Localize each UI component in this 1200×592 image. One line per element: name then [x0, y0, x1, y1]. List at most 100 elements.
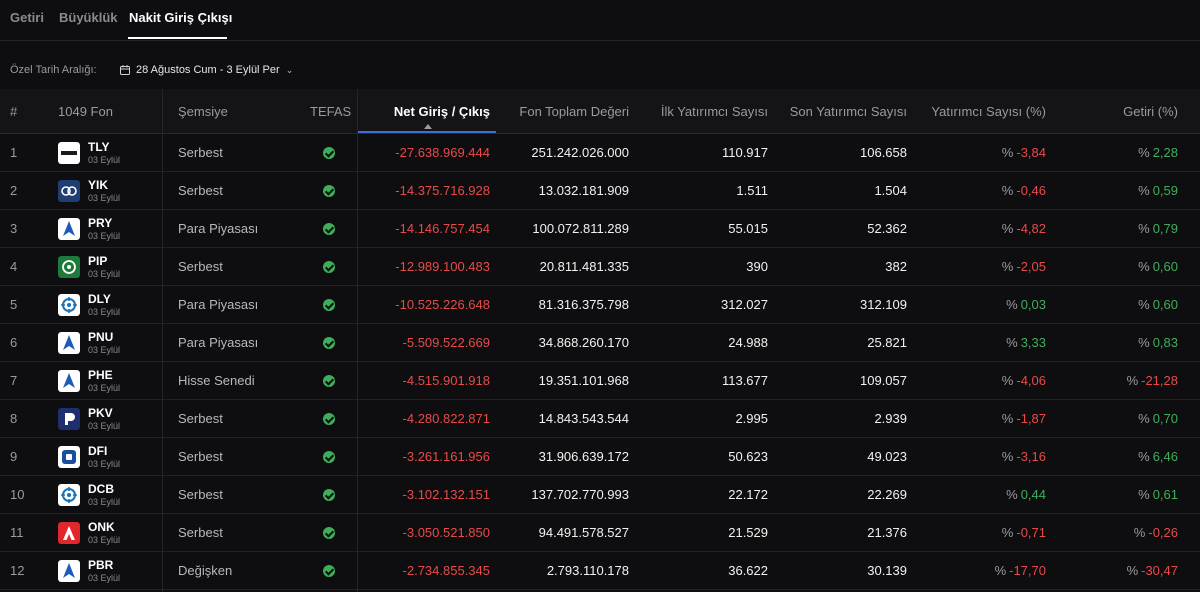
percent-symbol: %	[1138, 183, 1150, 198]
fund-code[interactable]: PIP	[88, 254, 108, 268]
table-row[interactable]: 4 PIP 03 Eylül Serbest -12.989.100.483 2…	[0, 248, 1200, 286]
last-investor-count: 1.504	[874, 183, 907, 198]
first-investor-count: 55.015	[728, 221, 768, 236]
header-last-investors[interactable]: Son Yatırımcı Sayısı	[789, 104, 907, 119]
last-investor-count: 49.023	[867, 449, 907, 464]
row-index: 4	[10, 259, 18, 274]
percent-symbol: %	[1006, 487, 1018, 502]
fund-code[interactable]: DLY	[88, 292, 111, 306]
net-flow-value: -4.515.901.918	[402, 373, 490, 388]
net-flow-value: -5.509.522.669	[402, 335, 490, 350]
investor-change-value: 0,44	[1020, 487, 1046, 502]
table-row[interactable]: 10 DCB 03 Eylül Serbest -3.102.132.151 1…	[0, 476, 1200, 514]
tefas-check-icon	[323, 299, 335, 311]
header-total-value[interactable]: Fon Toplam Değeri	[519, 104, 629, 119]
row-index: 11	[10, 525, 24, 540]
fund-umbrella: Serbest	[178, 411, 223, 426]
fund-logo-icon	[58, 408, 80, 430]
fund-code[interactable]: DFI	[88, 444, 108, 458]
last-investor-count: 2.939	[874, 411, 907, 426]
investor-change-pct: % -0,71	[1002, 514, 1046, 552]
fund-code[interactable]: PRY	[88, 216, 113, 230]
header-investor-change[interactable]: Yatırımcı Sayısı (%)	[931, 104, 1046, 119]
net-flow-value: -10.525.226.648	[395, 297, 490, 312]
first-investor-count: 22.172	[728, 487, 768, 502]
return-value: 0,61	[1152, 487, 1178, 502]
date-range-picker[interactable]: 28 Ağustos Cum - 3 Eylül Per ⌄	[120, 62, 293, 78]
header-index: #	[10, 104, 18, 119]
sort-caret-icon	[424, 124, 432, 129]
header-tefas[interactable]: TEFAS	[310, 104, 352, 119]
tefas-check-icon	[323, 565, 335, 577]
table-row[interactable]: 8 PKV 03 Eylül Serbest -4.280.822.871 14…	[0, 400, 1200, 438]
row-index: 8	[10, 411, 18, 426]
investor-change-pct: % -3,16	[1002, 438, 1046, 476]
percent-symbol: %	[1006, 335, 1018, 350]
fund-code[interactable]: ONK	[88, 520, 115, 534]
fund-date: 03 Eylül	[88, 193, 121, 203]
investor-change-value: -17,70	[1009, 563, 1046, 578]
fund-logo-icon	[58, 256, 80, 278]
table-body: 1 TLY 03 Eylül Serbest -27.638.969.444 2…	[0, 134, 1200, 590]
fund-umbrella: Hisse Senedi	[178, 373, 255, 388]
table-row[interactable]: 12 PBR 03 Eylül Değişken -2.734.855.345 …	[0, 552, 1200, 590]
header-net-flow[interactable]: Net Giriş / Çıkış	[393, 104, 490, 119]
total-value: 13.032.181.909	[538, 183, 629, 198]
last-investor-count: 25.821	[867, 335, 907, 350]
fund-code[interactable]: YIK	[88, 178, 109, 192]
percent-symbol: %	[1138, 297, 1150, 312]
header-fund[interactable]: 1049 Fon	[58, 104, 113, 119]
tefas-check-icon	[323, 413, 335, 425]
fund-code[interactable]: PHE	[88, 368, 113, 382]
net-flow-value: -3.261.161.956	[402, 449, 490, 464]
percent-symbol: %	[1126, 563, 1139, 578]
header-return[interactable]: Getiri (%)	[1123, 104, 1178, 119]
return-pct: % 0,60	[1138, 286, 1178, 324]
table-row[interactable]: 6 PNU 03 Eylül Para Piyasası -5.509.522.…	[0, 324, 1200, 362]
total-value: 94.491.578.527	[538, 525, 629, 540]
last-investor-count: 21.376	[867, 525, 907, 540]
table-row[interactable]: 9 DFI 03 Eylül Serbest -3.261.161.956 31…	[0, 438, 1200, 476]
fund-logo-icon	[58, 446, 80, 468]
fund-date: 03 Eylül	[88, 345, 121, 355]
fund-date: 03 Eylül	[88, 535, 121, 545]
investor-change-value: 3,33	[1020, 335, 1046, 350]
fund-logo-icon	[58, 332, 80, 354]
fund-date: 03 Eylül	[88, 155, 121, 165]
header-first-investors[interactable]: İlk Yatırımcı Sayısı	[660, 104, 768, 119]
investor-change-pct: % 0,03	[1006, 286, 1046, 324]
fund-code[interactable]: PNU	[88, 330, 114, 344]
tab-buyukluk[interactable]: Büyüklük	[59, 10, 118, 25]
fund-logo-icon	[58, 294, 80, 316]
fund-code[interactable]: DCB	[88, 482, 114, 496]
fund-code[interactable]: TLY	[88, 140, 110, 154]
fund-date: 03 Eylül	[88, 383, 121, 393]
row-index: 3	[10, 221, 18, 236]
first-investor-count: 2.995	[735, 411, 768, 426]
row-index: 6	[10, 335, 18, 350]
return-value: 0,60	[1152, 297, 1178, 312]
investor-change-pct: % -2,05	[1002, 248, 1046, 286]
tab-getiri[interactable]: Getiri	[10, 10, 44, 25]
table-row[interactable]: 3 PRY 03 Eylül Para Piyasası -14.146.757…	[0, 210, 1200, 248]
active-tab-indicator	[128, 37, 227, 39]
return-pct: % 0,83	[1138, 324, 1178, 362]
return-pct: % 0,61	[1138, 476, 1178, 514]
return-value: 0,59	[1152, 183, 1178, 198]
fund-code[interactable]: PBR	[88, 558, 114, 572]
return-value: 0,83	[1152, 335, 1178, 350]
return-value: 0,60	[1152, 259, 1178, 274]
header-umbrella[interactable]: Şemsiye	[178, 104, 228, 119]
table-row[interactable]: 1 TLY 03 Eylül Serbest -27.638.969.444 2…	[0, 134, 1200, 172]
last-investor-count: 312.109	[860, 297, 907, 312]
return-pct: % -0,26	[1134, 514, 1178, 552]
return-value: 0,70	[1152, 411, 1178, 426]
table-row[interactable]: 11 ONK 03 Eylül Serbest -3.050.521.850 9…	[0, 514, 1200, 552]
tab-nakit-giris-cikisi[interactable]: Nakit Giriş Çıkışı	[129, 10, 233, 25]
table-row[interactable]: 7 PHE 03 Eylül Hisse Senedi -4.515.901.9…	[0, 362, 1200, 400]
fund-umbrella: Para Piyasası	[178, 297, 259, 312]
fund-code[interactable]: PKV	[88, 406, 113, 420]
table-row[interactable]: 2 YIK 03 Eylül Serbest -14.375.716.928 1…	[0, 172, 1200, 210]
table-row[interactable]: 5 DLY 03 Eylül Para Piyasası -10.525.226…	[0, 286, 1200, 324]
percent-symbol: %	[1001, 411, 1014, 426]
